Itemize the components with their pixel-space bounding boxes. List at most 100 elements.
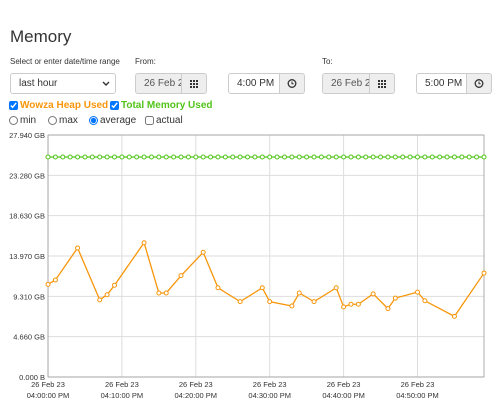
data-point xyxy=(355,301,361,307)
checkbox[interactable] xyxy=(110,101,119,110)
data-point xyxy=(134,154,140,160)
data-point xyxy=(230,154,236,160)
to-date[interactable]: 26 Feb 2 xyxy=(322,73,370,94)
mode-label: actual xyxy=(156,115,183,126)
data-point xyxy=(341,304,347,310)
from-clock-button[interactable] xyxy=(279,73,305,94)
chevron xyxy=(102,81,110,86)
data-point xyxy=(400,154,406,160)
data-point xyxy=(52,277,58,283)
range-select[interactable]: last hour xyxy=(10,73,116,94)
data-point xyxy=(259,154,265,160)
series-toggle[interactable]: Total Memory Used xyxy=(110,100,213,111)
mode-label: max xyxy=(59,115,78,126)
data-point xyxy=(200,154,206,160)
data-point xyxy=(222,154,228,160)
calendar-icon xyxy=(190,80,198,88)
mode-label: average xyxy=(100,115,137,126)
data-point xyxy=(193,154,199,160)
data-point xyxy=(311,154,317,160)
to-clock-button[interactable] xyxy=(466,73,492,94)
data-point xyxy=(112,154,118,160)
data-point xyxy=(97,154,103,160)
data-point xyxy=(289,303,295,309)
data-point xyxy=(200,249,206,255)
page-title: Memory xyxy=(10,27,72,46)
data-point xyxy=(141,240,147,246)
y-tick-label: 4.660 GB xyxy=(13,333,45,342)
data-point xyxy=(459,154,465,160)
radio[interactable] xyxy=(9,116,18,125)
mode-option[interactable]: actual xyxy=(145,115,183,126)
data-point xyxy=(104,292,110,298)
data-point xyxy=(333,154,339,160)
plot-border xyxy=(47,134,485,378)
data-point xyxy=(363,154,369,160)
data-point xyxy=(119,154,125,160)
data-point xyxy=(414,289,420,295)
radio[interactable] xyxy=(48,116,57,125)
data-point xyxy=(407,154,413,160)
data-point xyxy=(45,281,51,287)
from-calendar-button[interactable] xyxy=(181,73,207,94)
checkbox[interactable] xyxy=(145,116,154,125)
mode-option[interactable]: max xyxy=(48,115,78,126)
data-point xyxy=(481,270,487,276)
data-point xyxy=(385,306,391,312)
x-tick-label: 26 Feb 23 04:20:00 PM xyxy=(175,380,218,400)
series-line xyxy=(47,241,485,318)
calendar-icon xyxy=(378,80,386,88)
y-tick-label: 18.630 GB xyxy=(9,212,45,221)
data-point xyxy=(237,154,243,160)
x-tick-label: 26 Feb 23 04:10:00 PM xyxy=(101,380,144,400)
data-point xyxy=(148,154,154,160)
data-point xyxy=(178,273,184,279)
data-point xyxy=(385,154,391,160)
from-date[interactable]: 26 Feb 2 xyxy=(135,73,182,94)
data-point xyxy=(341,154,347,160)
data-point xyxy=(422,154,428,160)
checkbox[interactable] xyxy=(9,101,18,110)
data-point xyxy=(156,290,162,296)
x-tick-label: 26 Feb 23 04:00:00 PM xyxy=(27,380,70,400)
y-tick-label: 27.940 GB xyxy=(9,131,45,140)
data-point xyxy=(429,154,435,160)
data-point xyxy=(163,154,169,160)
data-point xyxy=(289,154,295,160)
x-tick-label: 26 Feb 23 04:40:00 PM xyxy=(322,380,365,400)
data-point xyxy=(75,245,81,251)
data-point xyxy=(333,285,339,291)
mode-label: min xyxy=(20,115,37,126)
data-point xyxy=(326,154,332,160)
data-point xyxy=(304,154,310,160)
data-point xyxy=(185,154,191,160)
data-point xyxy=(392,295,398,301)
data-point xyxy=(112,282,118,288)
radio[interactable] xyxy=(89,116,98,125)
data-point xyxy=(414,154,420,160)
y-tick-label: 23.280 GB xyxy=(9,171,45,180)
range-label: Select or enter date/time range xyxy=(10,57,120,66)
data-point xyxy=(215,154,221,160)
from-label: From: xyxy=(135,57,156,66)
data-point xyxy=(318,154,324,160)
mode-option[interactable]: average xyxy=(89,115,136,126)
data-point xyxy=(67,154,73,160)
data-point xyxy=(178,154,184,160)
data-point xyxy=(156,154,162,160)
from-time[interactable]: 4:00 PM xyxy=(228,73,280,94)
data-point xyxy=(355,154,361,160)
data-point xyxy=(296,290,302,296)
y-tick-label: 13.970 GB xyxy=(9,252,45,261)
to-time[interactable]: 5:00 PM xyxy=(416,73,467,94)
data-point xyxy=(104,154,110,160)
data-point xyxy=(52,154,58,160)
series-toggle[interactable]: Wowza Heap Used xyxy=(9,100,108,111)
x-tick-label: 26 Feb 23 04:50:00 PM xyxy=(396,380,439,400)
mode-option[interactable]: min xyxy=(9,115,36,126)
to-calendar-button[interactable] xyxy=(369,73,395,94)
legend-label: Total Memory Used xyxy=(121,100,213,111)
data-point xyxy=(60,154,66,160)
data-point xyxy=(215,285,221,291)
